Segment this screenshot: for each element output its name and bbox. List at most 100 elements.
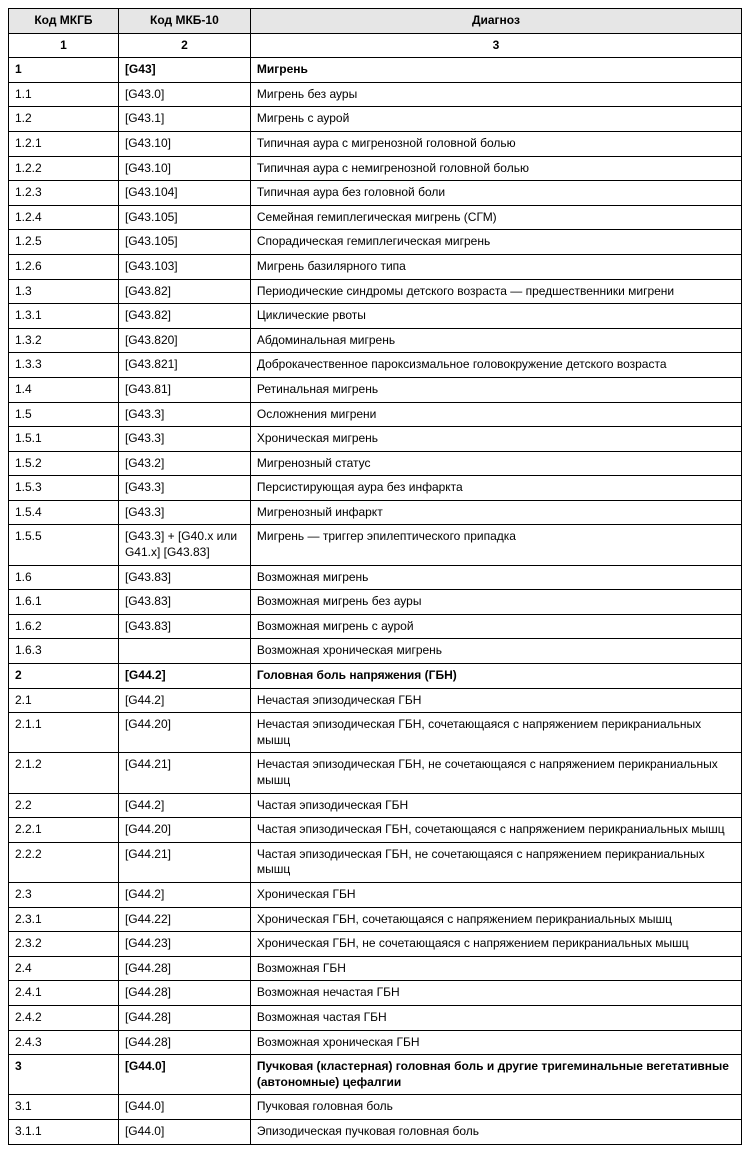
table-row: 2.2.1[G44.20]Частая эпизодическая ГБН, с… <box>9 818 742 843</box>
col-subheader-3: 3 <box>250 33 741 58</box>
cell-mkb10: [G44.2] <box>118 793 250 818</box>
cell-mkb10: [G43.82] <box>118 304 250 329</box>
table-row: 1.5.5[G43.3] + [G40.x или G41.x] [G43.83… <box>9 525 742 565</box>
cell-mkb10: [G43.82] <box>118 279 250 304</box>
table-row: 2.4.2[G44.28]Возможная частая ГБН <box>9 1005 742 1030</box>
cell-diag: Типичная аура с мигренозной головной бол… <box>250 131 741 156</box>
cell-diag: Эпизодическая пучковая головная боль <box>250 1119 741 1144</box>
cell-mkb10: [G44.2] <box>118 664 250 689</box>
cell-mkb10: [G43.81] <box>118 377 250 402</box>
cell-diag: Мигренозный инфаркт <box>250 500 741 525</box>
table-row: 1.6[G43.83]Возможная мигрень <box>9 565 742 590</box>
cell-mkb10: [G44.21] <box>118 753 250 793</box>
cell-mkgb: 1.2.5 <box>9 230 119 255</box>
cell-mkgb: 2.2.2 <box>9 842 119 882</box>
cell-diag: Возможная мигрень без ауры <box>250 590 741 615</box>
table-row: 1.3.3[G43.821]Доброкачественное пароксиз… <box>9 353 742 378</box>
table-row: 1[G43]Мигрень <box>9 58 742 83</box>
cell-diag: Возможная мигрень <box>250 565 741 590</box>
cell-mkgb: 2.3.2 <box>9 932 119 957</box>
cell-mkb10: [G43.821] <box>118 353 250 378</box>
cell-mkgb: 1.2.4 <box>9 205 119 230</box>
cell-mkgb: 1.4 <box>9 377 119 402</box>
cell-diag: Пучковая (кластерная) головная боль и др… <box>250 1055 741 1095</box>
cell-mkgb: 1.2 <box>9 107 119 132</box>
table-row: 1.5.3[G43.3]Персистирующая аура без инфа… <box>9 476 742 501</box>
table-row: 1.3.2[G43.820]Абдоминальная мигрень <box>9 328 742 353</box>
cell-mkgb: 2.1 <box>9 688 119 713</box>
cell-mkb10: [G43.1] <box>118 107 250 132</box>
table-row: 1.6.3 Возможная хроническая мигрень <box>9 639 742 664</box>
cell-diag: Доброкачественное пароксизмальное голово… <box>250 353 741 378</box>
table-row: 1.2.5[G43.105]Спорадическая гемиплегичес… <box>9 230 742 255</box>
table-row: 2.2.2[G44.21]Частая эпизодическая ГБН, н… <box>9 842 742 882</box>
cell-mkgb: 2.4.1 <box>9 981 119 1006</box>
table-row: 1.5.2[G43.2]Мигренозный статус <box>9 451 742 476</box>
table-row: 1.6.1[G43.83]Возможная мигрень без ауры <box>9 590 742 615</box>
cell-diag: Абдоминальная мигрень <box>250 328 741 353</box>
cell-diag: Возможная хроническая ГБН <box>250 1030 741 1055</box>
cell-diag: Семейная гемиплегическая мигрень (СГМ) <box>250 205 741 230</box>
cell-diag: Типичная аура с немигренозной головной б… <box>250 156 741 181</box>
cell-mkgb: 2.3.1 <box>9 907 119 932</box>
cell-diag: Мигрень <box>250 58 741 83</box>
cell-mkb10: [G43.83] <box>118 590 250 615</box>
cell-diag: Мигрень с аурой <box>250 107 741 132</box>
cell-diag: Хроническая ГБН, сочетающаяся с напряжен… <box>250 907 741 932</box>
cell-mkb10: [G43] <box>118 58 250 83</box>
table-row: 3.1[G44.0]Пучковая головная боль <box>9 1095 742 1120</box>
cell-mkb10: [G44.20] <box>118 818 250 843</box>
table-row: 2.4[G44.28]Возможная ГБН <box>9 956 742 981</box>
cell-diag: Хроническая мигрень <box>250 427 741 452</box>
cell-mkb10: [G44.20] <box>118 713 250 753</box>
cell-mkgb: 1.6.1 <box>9 590 119 615</box>
cell-mkb10: [G44.2] <box>118 688 250 713</box>
cell-mkgb: 3.1 <box>9 1095 119 1120</box>
cell-mkgb: 3 <box>9 1055 119 1095</box>
cell-diag: Частая эпизодическая ГБН, сочетающаяся с… <box>250 818 741 843</box>
table-row: 1.5[G43.3]Осложнения мигрени <box>9 402 742 427</box>
cell-mkb10: [G43.105] <box>118 230 250 255</box>
cell-diag: Пучковая головная боль <box>250 1095 741 1120</box>
table-row: 1.2.2[G43.10]Типичная аура с немигренозн… <box>9 156 742 181</box>
cell-mkgb: 2.2 <box>9 793 119 818</box>
table-row: 3[G44.0]Пучковая (кластерная) головная б… <box>9 1055 742 1095</box>
cell-mkb10 <box>118 639 250 664</box>
cell-mkgb: 2.4 <box>9 956 119 981</box>
cell-mkb10: [G44.28] <box>118 956 250 981</box>
cell-mkgb: 2.4.2 <box>9 1005 119 1030</box>
cell-mkgb: 1.6.3 <box>9 639 119 664</box>
cell-diag: Возможная мигрень с аурой <box>250 614 741 639</box>
cell-diag: Хроническая ГБН <box>250 882 741 907</box>
cell-mkb10: [G44.28] <box>118 981 250 1006</box>
cell-mkgb: 1.2.1 <box>9 131 119 156</box>
table-row: 1.1[G43.0]Мигрень без ауры <box>9 82 742 107</box>
table-row: 2[G44.2]Головная боль напряжения (ГБН) <box>9 664 742 689</box>
cell-diag: Возможная нечастая ГБН <box>250 981 741 1006</box>
table-header: Код МКГБ Код МКБ-10 Диагноз 1 2 3 <box>9 9 742 58</box>
cell-mkgb: 1.1 <box>9 82 119 107</box>
cell-mkb10: [G43.2] <box>118 451 250 476</box>
cell-diag: Нечастая эпизодическая ГБН, не сочетающа… <box>250 753 741 793</box>
cell-mkb10: [G43.103] <box>118 254 250 279</box>
table-row: 1.2[G43.1]Мигрень с аурой <box>9 107 742 132</box>
cell-diag: Ретинальная мигрень <box>250 377 741 402</box>
cell-diag: Возможная хроническая мигрень <box>250 639 741 664</box>
cell-mkgb: 1.2.6 <box>9 254 119 279</box>
col-header-mkb10: Код МКБ-10 <box>118 9 250 34</box>
cell-diag: Типичная аура без головной боли <box>250 181 741 206</box>
cell-mkb10: [G43.3] <box>118 500 250 525</box>
cell-mkgb: 1.2.2 <box>9 156 119 181</box>
table-row: 2.4.3[G44.28]Возможная хроническая ГБН <box>9 1030 742 1055</box>
table-row: 3.1.1[G44.0]Эпизодическая пучковая голов… <box>9 1119 742 1144</box>
cell-diag: Спорадическая гемиплегическая мигрень <box>250 230 741 255</box>
cell-mkb10: [G43.820] <box>118 328 250 353</box>
cell-mkb10: [G44.21] <box>118 842 250 882</box>
cell-diag: Мигренозный статус <box>250 451 741 476</box>
table-row: 1.4[G43.81]Ретинальная мигрень <box>9 377 742 402</box>
table-row: 1.2.1[G43.10]Типичная аура с мигренозной… <box>9 131 742 156</box>
cell-mkgb: 1 <box>9 58 119 83</box>
cell-mkgb: 2.1.2 <box>9 753 119 793</box>
table-row: 1.6.2[G43.83]Возможная мигрень с аурой <box>9 614 742 639</box>
col-header-diag: Диагноз <box>250 9 741 34</box>
